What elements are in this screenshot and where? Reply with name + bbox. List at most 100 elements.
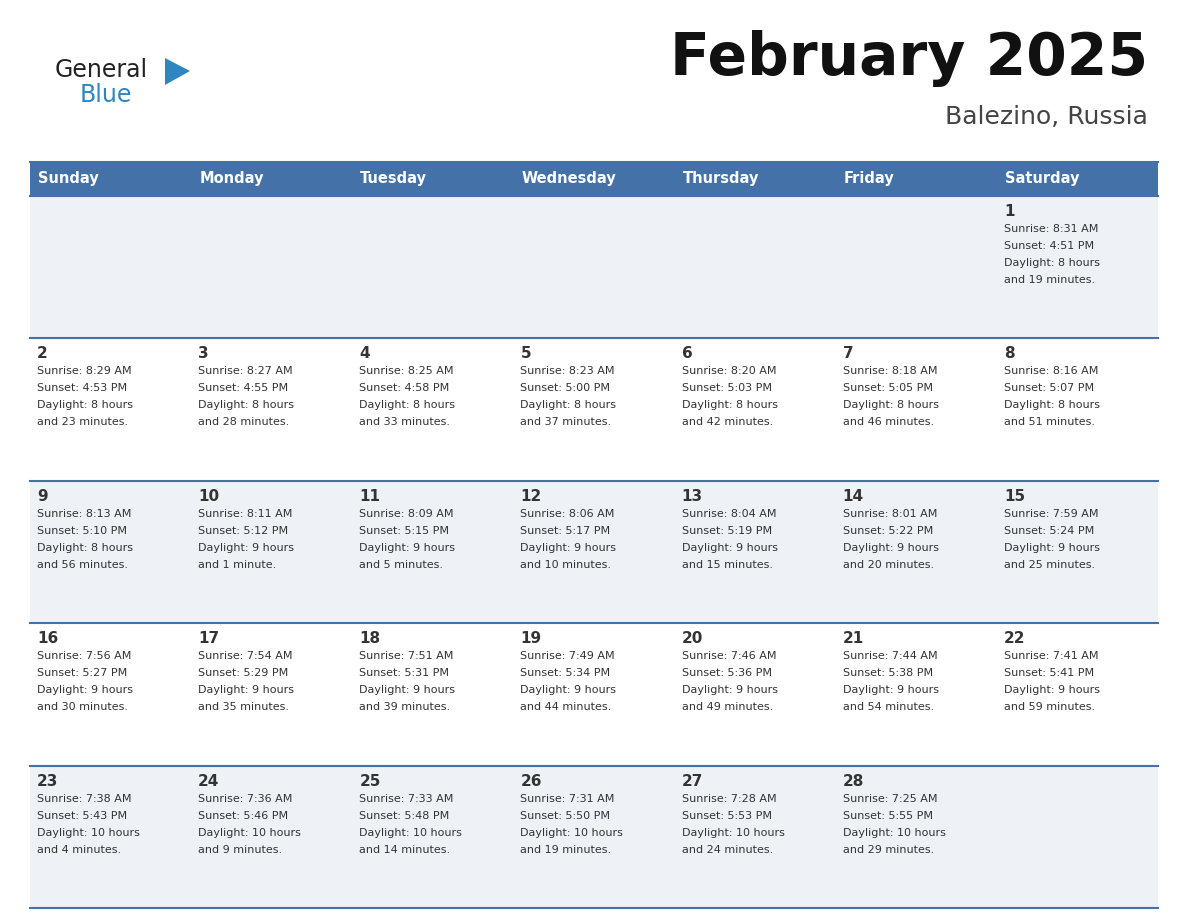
Text: and 14 minutes.: and 14 minutes.: [359, 845, 450, 855]
Text: and 19 minutes.: and 19 minutes.: [520, 845, 612, 855]
Text: Daylight: 9 hours: Daylight: 9 hours: [1004, 543, 1100, 553]
Text: and 29 minutes.: and 29 minutes.: [842, 845, 934, 855]
FancyBboxPatch shape: [835, 162, 997, 196]
Text: Sunrise: 7:41 AM: Sunrise: 7:41 AM: [1004, 651, 1099, 661]
Text: Sunset: 5:10 PM: Sunset: 5:10 PM: [37, 526, 127, 536]
Text: and 19 minutes.: and 19 minutes.: [1004, 275, 1095, 285]
Text: Sunrise: 7:44 AM: Sunrise: 7:44 AM: [842, 651, 937, 661]
Text: Sunrise: 7:59 AM: Sunrise: 7:59 AM: [1004, 509, 1099, 519]
Text: and 56 minutes.: and 56 minutes.: [37, 560, 128, 570]
Text: 23: 23: [37, 774, 58, 789]
Text: Daylight: 8 hours: Daylight: 8 hours: [520, 400, 617, 410]
Text: Monday: Monday: [200, 172, 264, 186]
Text: Sunrise: 8:29 AM: Sunrise: 8:29 AM: [37, 366, 132, 376]
Text: 25: 25: [359, 774, 380, 789]
Text: 21: 21: [842, 632, 864, 646]
Text: Sunrise: 7:28 AM: Sunrise: 7:28 AM: [682, 793, 776, 803]
Text: Daylight: 8 hours: Daylight: 8 hours: [198, 400, 295, 410]
FancyBboxPatch shape: [513, 162, 675, 196]
Text: Sunset: 5:48 PM: Sunset: 5:48 PM: [359, 811, 449, 821]
Text: Daylight: 9 hours: Daylight: 9 hours: [359, 543, 455, 553]
Text: and 54 minutes.: and 54 minutes.: [842, 702, 934, 712]
Text: Sunrise: 7:56 AM: Sunrise: 7:56 AM: [37, 651, 132, 661]
Text: Sunset: 5:38 PM: Sunset: 5:38 PM: [842, 668, 933, 678]
Text: Daylight: 9 hours: Daylight: 9 hours: [520, 685, 617, 695]
Text: and 51 minutes.: and 51 minutes.: [1004, 418, 1095, 428]
Text: 16: 16: [37, 632, 58, 646]
Text: Sunrise: 8:16 AM: Sunrise: 8:16 AM: [1004, 366, 1098, 376]
Text: 19: 19: [520, 632, 542, 646]
Text: and 28 minutes.: and 28 minutes.: [198, 418, 290, 428]
Text: Daylight: 9 hours: Daylight: 9 hours: [842, 543, 939, 553]
Text: 4: 4: [359, 346, 369, 362]
Text: Sunset: 5:55 PM: Sunset: 5:55 PM: [842, 811, 933, 821]
Text: Daylight: 8 hours: Daylight: 8 hours: [682, 400, 778, 410]
Text: 11: 11: [359, 488, 380, 504]
Text: Sunset: 4:51 PM: Sunset: 4:51 PM: [1004, 241, 1094, 251]
Text: Sunrise: 8:23 AM: Sunrise: 8:23 AM: [520, 366, 615, 376]
Text: Daylight: 8 hours: Daylight: 8 hours: [37, 400, 133, 410]
Text: Sunrise: 7:31 AM: Sunrise: 7:31 AM: [520, 793, 615, 803]
Text: Daylight: 9 hours: Daylight: 9 hours: [1004, 685, 1100, 695]
Text: Sunrise: 7:33 AM: Sunrise: 7:33 AM: [359, 793, 454, 803]
Text: Sunrise: 7:25 AM: Sunrise: 7:25 AM: [842, 793, 937, 803]
Text: and 33 minutes.: and 33 minutes.: [359, 418, 450, 428]
FancyBboxPatch shape: [30, 196, 1158, 339]
Text: Daylight: 10 hours: Daylight: 10 hours: [842, 828, 946, 837]
FancyBboxPatch shape: [30, 339, 1158, 481]
Text: Sunrise: 8:20 AM: Sunrise: 8:20 AM: [682, 366, 776, 376]
Text: Daylight: 10 hours: Daylight: 10 hours: [359, 828, 462, 837]
Text: and 44 minutes.: and 44 minutes.: [520, 702, 612, 712]
Text: Sunset: 5:03 PM: Sunset: 5:03 PM: [682, 384, 771, 394]
Text: and 30 minutes.: and 30 minutes.: [37, 702, 128, 712]
Text: Wednesday: Wednesday: [522, 172, 617, 186]
Text: and 59 minutes.: and 59 minutes.: [1004, 702, 1095, 712]
Text: February 2025: February 2025: [670, 30, 1148, 87]
Text: and 49 minutes.: and 49 minutes.: [682, 702, 773, 712]
Text: Sunset: 5:53 PM: Sunset: 5:53 PM: [682, 811, 771, 821]
Text: Sunrise: 8:18 AM: Sunrise: 8:18 AM: [842, 366, 937, 376]
Text: Sunrise: 7:49 AM: Sunrise: 7:49 AM: [520, 651, 615, 661]
Text: Sunrise: 8:01 AM: Sunrise: 8:01 AM: [842, 509, 937, 519]
Text: 24: 24: [198, 774, 220, 789]
Text: 2: 2: [37, 346, 48, 362]
Text: Daylight: 9 hours: Daylight: 9 hours: [520, 543, 617, 553]
Text: Sunset: 5:29 PM: Sunset: 5:29 PM: [198, 668, 289, 678]
Text: Sunrise: 8:31 AM: Sunrise: 8:31 AM: [1004, 224, 1098, 234]
Text: 12: 12: [520, 488, 542, 504]
Text: and 20 minutes.: and 20 minutes.: [842, 560, 934, 570]
Text: Sunset: 5:43 PM: Sunset: 5:43 PM: [37, 811, 127, 821]
Text: Sunset: 5:07 PM: Sunset: 5:07 PM: [1004, 384, 1094, 394]
Text: Thursday: Thursday: [683, 172, 759, 186]
Text: and 23 minutes.: and 23 minutes.: [37, 418, 128, 428]
Text: 20: 20: [682, 632, 703, 646]
Text: Sunset: 5:05 PM: Sunset: 5:05 PM: [842, 384, 933, 394]
Text: Tuesday: Tuesday: [360, 172, 428, 186]
Text: 17: 17: [198, 632, 220, 646]
Text: Sunset: 5:12 PM: Sunset: 5:12 PM: [198, 526, 289, 536]
Text: Sunset: 5:00 PM: Sunset: 5:00 PM: [520, 384, 611, 394]
Text: Daylight: 8 hours: Daylight: 8 hours: [359, 400, 455, 410]
Text: Daylight: 8 hours: Daylight: 8 hours: [1004, 258, 1100, 268]
Text: Daylight: 9 hours: Daylight: 9 hours: [842, 685, 939, 695]
Text: and 24 minutes.: and 24 minutes.: [682, 845, 773, 855]
Text: Sunset: 5:50 PM: Sunset: 5:50 PM: [520, 811, 611, 821]
Text: Daylight: 10 hours: Daylight: 10 hours: [520, 828, 624, 837]
Text: 6: 6: [682, 346, 693, 362]
Text: Daylight: 9 hours: Daylight: 9 hours: [682, 543, 778, 553]
Text: and 5 minutes.: and 5 minutes.: [359, 560, 443, 570]
Text: Daylight: 10 hours: Daylight: 10 hours: [682, 828, 784, 837]
FancyBboxPatch shape: [30, 766, 1158, 908]
Text: Sunset: 5:27 PM: Sunset: 5:27 PM: [37, 668, 127, 678]
Text: 13: 13: [682, 488, 702, 504]
Text: Daylight: 9 hours: Daylight: 9 hours: [198, 685, 295, 695]
Text: Sunrise: 8:11 AM: Sunrise: 8:11 AM: [198, 509, 292, 519]
Text: Friday: Friday: [843, 172, 895, 186]
FancyBboxPatch shape: [30, 481, 1158, 623]
Text: Sunrise: 8:09 AM: Sunrise: 8:09 AM: [359, 509, 454, 519]
Text: Saturday: Saturday: [1005, 172, 1080, 186]
Text: 7: 7: [842, 346, 853, 362]
Text: Sunset: 4:55 PM: Sunset: 4:55 PM: [198, 384, 289, 394]
Polygon shape: [165, 58, 190, 85]
Text: Blue: Blue: [80, 83, 132, 107]
